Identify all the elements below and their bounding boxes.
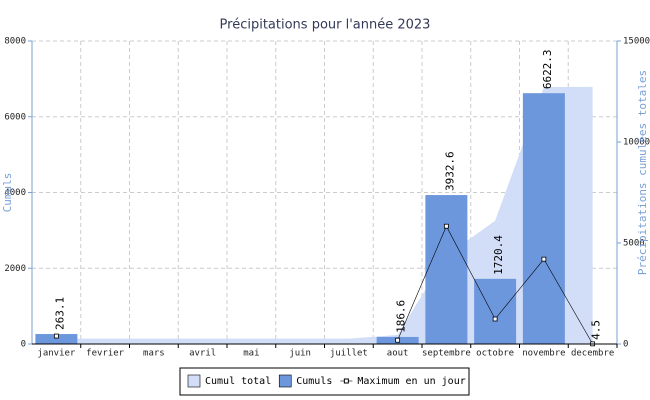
y2-tick-label: 5000 — [623, 239, 645, 249]
x-tick-label: avril — [189, 349, 216, 359]
x-tick-label: juin — [289, 349, 311, 359]
data-label: 186.6 — [395, 300, 408, 333]
x-tick-label: fevrier — [86, 349, 125, 359]
x-tick-label: mai — [243, 349, 259, 359]
data-label: 263.1 — [53, 297, 66, 330]
line-marker — [53, 333, 59, 339]
legend-swatch-marker — [343, 378, 349, 384]
legend-box — [179, 367, 470, 396]
bar — [425, 195, 468, 344]
bar — [35, 334, 78, 344]
y-tick-label: 2000 — [4, 264, 26, 274]
chart-title: Précipitations pour l'année 2023 — [220, 18, 431, 33]
y-tick-label: 4000 — [4, 188, 26, 198]
line-marker — [395, 337, 401, 343]
data-label: 4.5 — [590, 320, 603, 340]
data-label: 1720.4 — [492, 235, 505, 275]
legend-swatch — [187, 374, 201, 388]
y2-axis-title: Précipitations cumulées totales — [636, 70, 649, 275]
line-marker — [443, 223, 449, 229]
y-tick-label: 0 — [21, 340, 26, 350]
x-tick-label: juillet — [330, 349, 368, 359]
bar — [474, 278, 517, 344]
x-tick-label: novembre — [522, 349, 565, 359]
legend-label: Cumul total — [205, 376, 271, 387]
x-tick-label: decembre — [571, 349, 614, 359]
y2-tick-label: 0 — [623, 340, 628, 350]
x-tick-label: janvier — [37, 349, 76, 359]
x-tick-label: mars — [143, 349, 165, 359]
data-label: 6622.3 — [541, 49, 554, 89]
y-tick-label: 6000 — [4, 112, 26, 122]
legend-label: Maximum en un jour — [357, 376, 465, 387]
y-tick-label: 8000 — [4, 37, 26, 47]
y-axis-title: Cumuls — [1, 173, 14, 213]
x-tick-label: octobre — [476, 349, 514, 359]
legend-swatch — [278, 374, 292, 388]
line-marker — [492, 316, 498, 322]
y2-tick-label: 10000 — [623, 138, 650, 148]
line-marker — [541, 256, 547, 262]
data-label: 3932.6 — [443, 151, 456, 191]
legend-label: Cumuls — [296, 376, 332, 387]
x-tick-label: aout — [387, 349, 409, 359]
x-tick-label: septembre — [422, 349, 471, 359]
y2-tick-label: 15000 — [623, 37, 650, 47]
bar — [522, 93, 565, 344]
